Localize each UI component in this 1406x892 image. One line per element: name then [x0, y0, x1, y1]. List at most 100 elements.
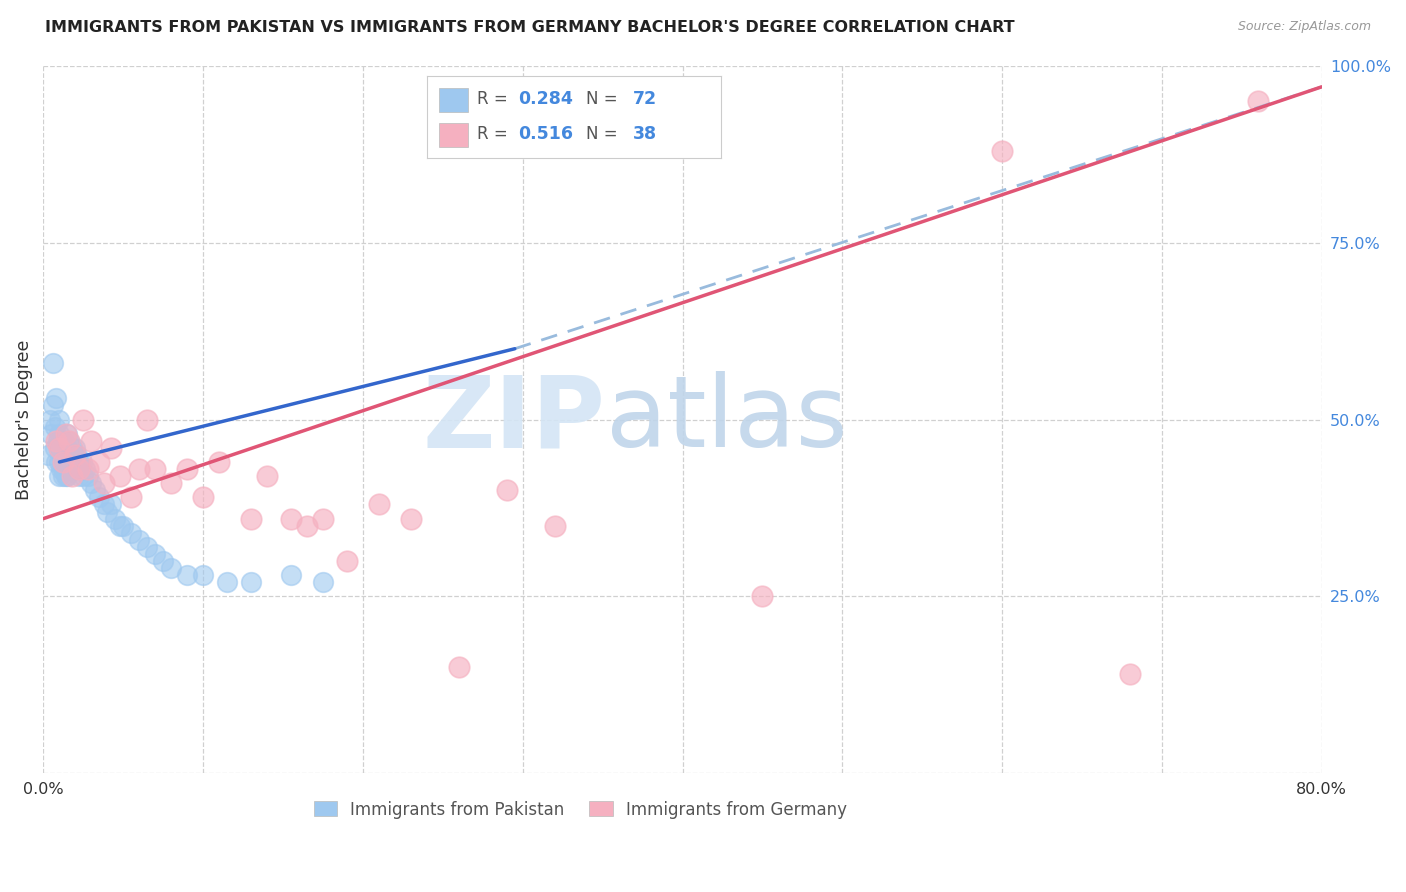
Point [176, 568, 198, 582]
Point [193, 568, 215, 582]
Point [59, 448, 82, 462]
Point [53, 448, 76, 462]
Point [77, 469, 100, 483]
Point [399, 511, 422, 525]
Point [193, 491, 215, 505]
Point [80, 434, 103, 448]
Point [72, 469, 94, 483]
Point [256, 469, 278, 483]
Point [52, 441, 75, 455]
Point [44, 441, 66, 455]
Point [1119, 667, 1142, 681]
Point [93, 476, 115, 491]
Point [217, 575, 239, 590]
Point [52, 469, 75, 483]
Point [48, 455, 70, 469]
Point [112, 518, 135, 533]
Point [280, 511, 302, 525]
Point [336, 554, 359, 568]
Point [60, 441, 83, 455]
Point [58, 434, 80, 448]
Point [41, 426, 63, 441]
Point [52, 455, 75, 469]
Point [120, 491, 142, 505]
Point [120, 525, 142, 540]
Y-axis label: Bachelor's Degree: Bachelor's Degree [15, 339, 32, 500]
Point [58, 434, 80, 448]
Point [96, 504, 118, 518]
Point [447, 660, 470, 674]
Point [45, 455, 67, 469]
Point [143, 547, 166, 561]
Point [108, 469, 131, 483]
Point [544, 518, 567, 533]
Point [53, 462, 76, 476]
Point [100, 498, 122, 512]
Point [42, 356, 65, 370]
Point [368, 498, 391, 512]
Point [48, 469, 70, 483]
Point [42, 398, 65, 412]
Point [160, 561, 183, 575]
Point [83, 483, 105, 498]
Point [312, 511, 335, 525]
Point [69, 462, 91, 476]
Point [240, 575, 263, 590]
Point [60, 469, 83, 483]
Point [55, 441, 77, 455]
Point [312, 575, 335, 590]
Point [44, 419, 66, 434]
Point [55, 455, 77, 469]
Point [128, 533, 150, 547]
Point [136, 540, 159, 554]
Point [991, 144, 1014, 158]
Point [73, 462, 96, 476]
Point [80, 476, 103, 491]
Text: ZIP: ZIP [423, 371, 606, 468]
Point [58, 462, 80, 476]
Point [45, 434, 67, 448]
Point [45, 392, 67, 406]
Point [152, 554, 174, 568]
Text: atlas: atlas [606, 371, 848, 468]
Point [65, 448, 87, 462]
Point [280, 568, 302, 582]
Point [128, 462, 150, 476]
Point [59, 462, 82, 476]
Point [89, 455, 111, 469]
Point [37, 448, 59, 462]
Point [56, 441, 79, 455]
Point [60, 455, 83, 469]
Point [48, 441, 70, 455]
Point [93, 498, 115, 512]
Point [58, 448, 80, 462]
Point [62, 462, 84, 476]
Point [38, 412, 60, 426]
Point [49, 448, 72, 462]
Point [56, 426, 79, 441]
Point [136, 412, 159, 426]
Point [104, 511, 127, 525]
Point [46, 434, 69, 448]
Point [53, 434, 76, 448]
Point [49, 462, 72, 476]
Point [67, 462, 90, 476]
Point [65, 441, 87, 455]
Point [66, 448, 89, 462]
Point [143, 462, 166, 476]
Point [89, 491, 111, 505]
Point [49, 434, 72, 448]
Point [56, 469, 79, 483]
Point [48, 426, 70, 441]
Point [66, 462, 89, 476]
Point [108, 518, 131, 533]
Point [56, 455, 79, 469]
Point [1247, 94, 1270, 108]
Point [55, 469, 77, 483]
Point [160, 476, 183, 491]
Legend: Immigrants from Pakistan, Immigrants from Germany: Immigrants from Pakistan, Immigrants fro… [307, 794, 853, 825]
Point [77, 462, 100, 476]
Point [67, 469, 90, 483]
Point [100, 441, 122, 455]
Point [295, 518, 318, 533]
